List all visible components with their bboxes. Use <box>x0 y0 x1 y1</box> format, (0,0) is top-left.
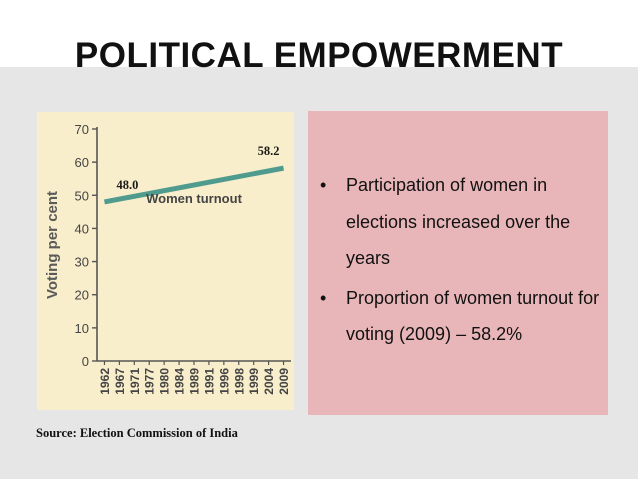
x-tick-label: 1999 <box>247 368 261 395</box>
y-tick-label: 0 <box>82 354 89 369</box>
x-tick-label: 1998 <box>232 368 246 395</box>
bullet-item: • Proportion of women turnout for voting… <box>320 280 605 353</box>
slide-title: POLITICAL EMPOWERMENT <box>74 36 564 75</box>
x-tick-label: 1991 <box>202 368 216 395</box>
y-tick-label: 60 <box>75 155 89 170</box>
x-tick-label: 1980 <box>158 368 172 395</box>
bullet-dot: • <box>320 287 327 308</box>
bullet-box: • Participation of women in elections in… <box>308 111 608 415</box>
x-tick-label: 1989 <box>188 368 202 395</box>
bullet-text: Proportion of women turnout for voting (… <box>346 287 600 345</box>
data-label: 48.0 <box>116 178 138 192</box>
series-label: Women turnout <box>146 191 242 206</box>
data-label: 58.2 <box>258 144 280 158</box>
x-tick-label: 1962 <box>98 368 112 395</box>
bullet-item: • Participation of women in elections in… <box>320 167 605 277</box>
y-tick-label: 50 <box>75 188 89 203</box>
x-tick-label: 1984 <box>173 368 187 395</box>
chart-panel: 0 10 20 30 40 50 60 70 Voting per cent 1962 1967 19… <box>37 112 294 410</box>
source-note: Source: Election Commission of India <box>36 426 238 440</box>
bullet-dot: • <box>320 175 327 195</box>
y-tick-label: 40 <box>75 221 89 236</box>
y-tick-label: 20 <box>75 288 89 303</box>
x-tick-label: 1967 <box>113 368 127 395</box>
y-tick-label: 30 <box>75 255 89 270</box>
y-tick-label: 70 <box>75 122 89 137</box>
x-tick-label: 2004 <box>262 368 276 395</box>
x-tick-label: 1996 <box>217 368 231 395</box>
y-axis-title: Voting per cent <box>44 191 61 299</box>
x-tick-label: 1971 <box>128 368 142 395</box>
x-tick-label: 1977 <box>143 368 157 395</box>
bullet-list: • Participation of women in elections in… <box>320 167 605 353</box>
bullet-text: Participation of women in elections incr… <box>346 175 571 268</box>
series-line-women-turnout <box>103 165 285 205</box>
y-tick-label: 10 <box>75 321 89 336</box>
x-tick-label: 2009 <box>277 368 291 395</box>
